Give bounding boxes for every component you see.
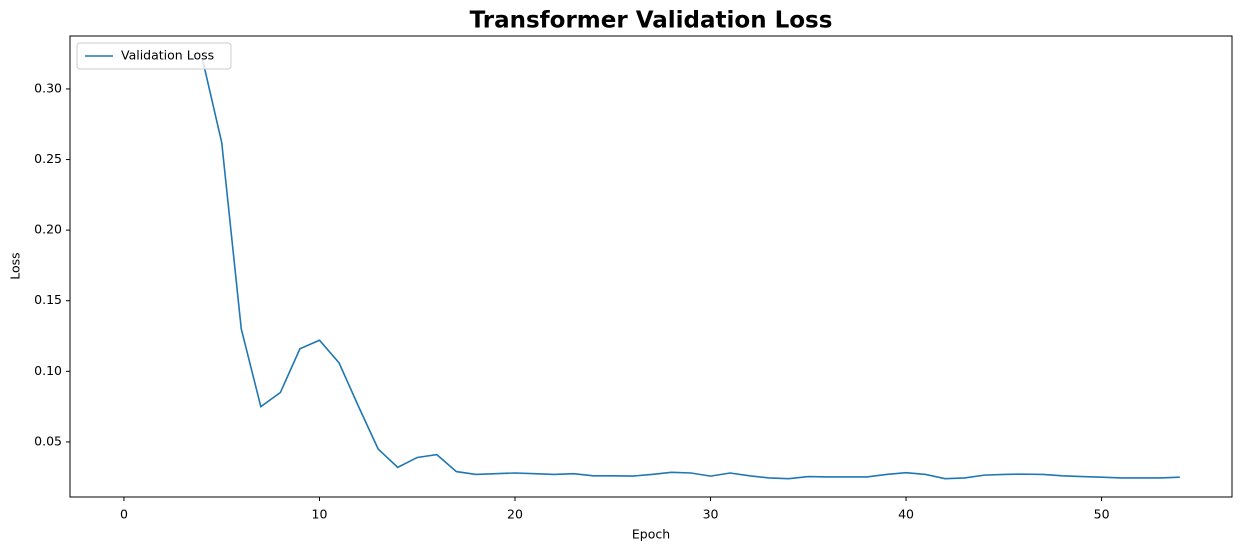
y-tick-label: 0.10: [34, 363, 62, 378]
x-axis-label: Epoch: [632, 527, 670, 542]
chart-title: Transformer Validation Loss: [470, 8, 833, 34]
y-tick-label: 0.20: [34, 222, 62, 237]
x-tick-label: 20: [507, 507, 523, 522]
y-tick-label: 0.15: [34, 292, 62, 307]
y-tick-label: 0.25: [34, 151, 62, 166]
x-tick-label: 0: [120, 507, 128, 522]
y-tick-label: 0.30: [34, 80, 62, 95]
x-tick-label: 40: [898, 507, 914, 522]
y-axis-label: Loss: [8, 252, 23, 279]
x-tick-label: 10: [312, 507, 328, 522]
plot-frame: [69, 35, 1233, 498]
line-series: [201, 57, 1180, 480]
x-tick-label: 30: [703, 507, 719, 522]
legend-box: [76, 42, 232, 70]
y-tick-label: 0.05: [34, 433, 62, 448]
x-tick-label: 50: [1094, 507, 1110, 522]
legend-label: Validation Loss: [121, 48, 214, 63]
